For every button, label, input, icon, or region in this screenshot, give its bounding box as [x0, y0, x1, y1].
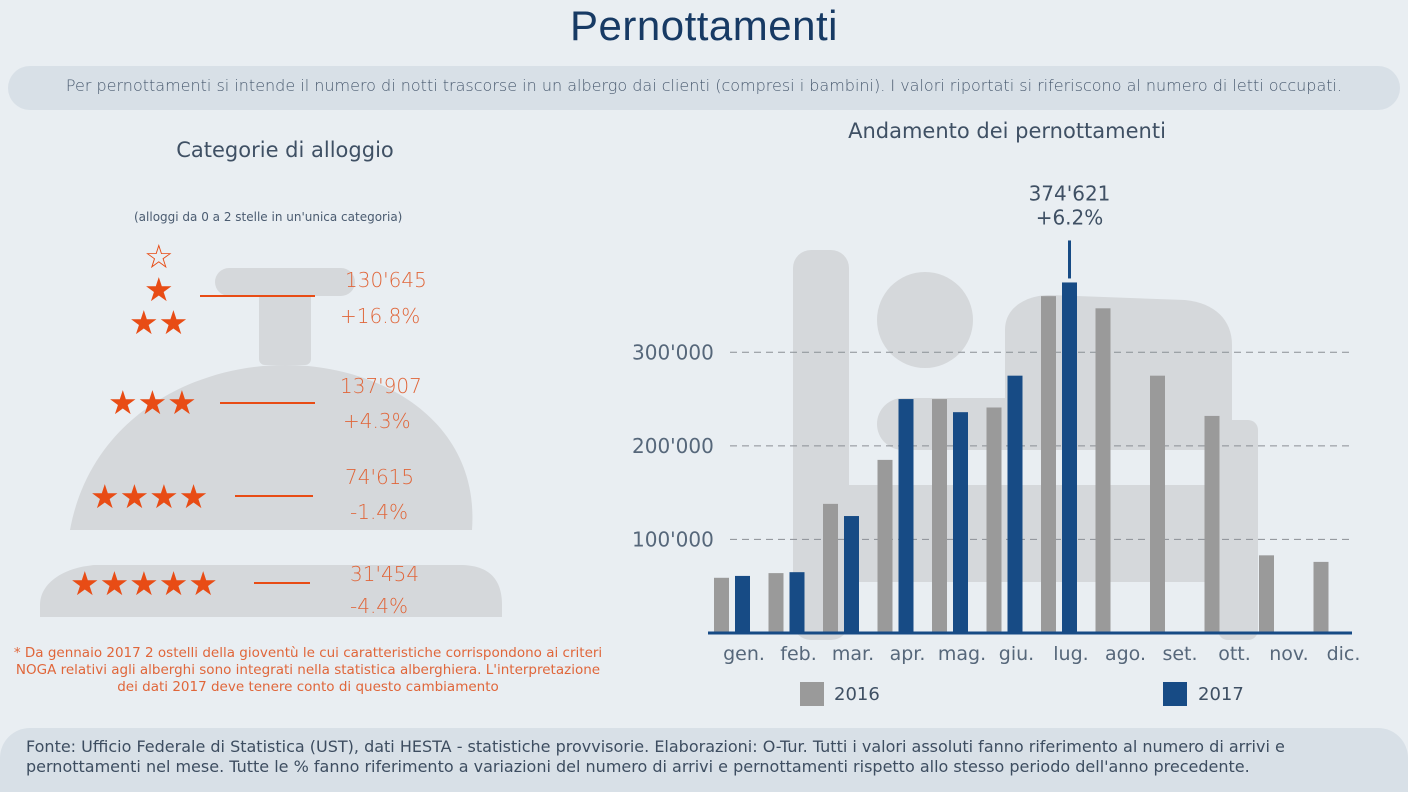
- bar-2017-lug: [1062, 282, 1077, 633]
- bar-2017-apr: [898, 399, 914, 633]
- bar-2016-dic: [1313, 561, 1329, 633]
- bar-2016-set: [1150, 375, 1165, 633]
- y-tick-label: 300'000: [632, 340, 714, 364]
- annotation-pct: +6.2%: [1036, 205, 1104, 229]
- x-tick-label: mag.: [938, 643, 986, 665]
- overnight-stays-chart: 100'000 200'000 300'000 gen. feb. mar. apr. mag…: [632, 119, 1361, 706]
- page-title: Pernottamenti: [570, 2, 838, 49]
- categories-title: Categorie di alloggio: [176, 138, 394, 162]
- bar-2016-ott: [1204, 415, 1220, 633]
- stars-0-2-icon: ☆ ★ ★★: [129, 237, 189, 342]
- bar-2016-lug: [1041, 296, 1056, 633]
- x-tick-label: nov.: [1269, 643, 1308, 665]
- x-tick-label: ago.: [1105, 643, 1146, 665]
- x-tick-label: lug.: [1053, 643, 1088, 665]
- category-line-2: [235, 495, 313, 497]
- x-tick-label: ott.: [1218, 643, 1251, 665]
- categories-note: (alloggi da 0 a 2 stelle in un'unica cat…: [134, 210, 403, 224]
- bar-2017-feb: [789, 572, 805, 633]
- x-tick-label: feb.: [780, 643, 816, 665]
- bar-2016-apr: [877, 459, 893, 633]
- chart-title: Andamento dei pernottamenti: [848, 119, 1166, 143]
- bar-2016-gen: [714, 577, 729, 633]
- x-tick-label: apr.: [890, 643, 926, 665]
- bar-2017-giu: [1007, 375, 1023, 633]
- y-tick-label: 200'000: [632, 434, 714, 458]
- x-tick-label: mar.: [832, 643, 874, 665]
- bar-2017-mar: [844, 516, 859, 633]
- category-value-3: 31'454: [350, 562, 420, 586]
- category-pct-3: -4.4%: [350, 594, 409, 618]
- bed-illustration: [793, 250, 1258, 640]
- x-tick-label: dic.: [1327, 643, 1361, 665]
- category-value-0: 130'645: [345, 268, 427, 292]
- y-tick-label: 100'000: [632, 527, 714, 551]
- legend-swatch-2016: [800, 682, 824, 706]
- service-bell-illustration: [40, 268, 502, 617]
- legend-label-2016: 2016: [834, 684, 880, 705]
- category-line-3: [254, 582, 310, 584]
- category-pct-2: -1.4%: [350, 500, 409, 524]
- footnote: * Da gennaio 2017 2 ostelli della gioven…: [13, 645, 603, 695]
- bar-2016-ago: [1095, 308, 1111, 633]
- category-value-2: 74'615: [345, 465, 415, 489]
- category-line-1: [220, 402, 315, 404]
- category-pct-0: +16.8%: [340, 304, 421, 328]
- stars-3-icon: ★★★: [108, 383, 197, 422]
- footer-band: [0, 728, 1408, 792]
- annotation-value: 374'621: [1029, 181, 1111, 205]
- bar-2016-nov: [1259, 555, 1274, 633]
- bar-2017-gen: [735, 575, 750, 633]
- legend-label-2017: 2017: [1198, 684, 1244, 705]
- legend-swatch-2017: [1163, 682, 1187, 706]
- intro-text: Per pernottamenti si intende il numero d…: [65, 76, 1343, 95]
- intro-banner: [8, 66, 1400, 110]
- bar-2016-mag: [932, 399, 947, 633]
- stars-4-icon: ★★★★: [90, 477, 209, 516]
- stars-5-icon: ★★★★★: [70, 564, 218, 603]
- bar-2016-mar: [823, 503, 838, 633]
- x-tick-label: gen.: [723, 643, 765, 665]
- bar-2017-mag: [953, 412, 968, 633]
- footer-source: Fonte: Ufficio Federale di Statistica (U…: [26, 737, 1285, 776]
- category-value-1: 137'907: [340, 374, 422, 398]
- x-tick-label: giu.: [999, 643, 1034, 665]
- x-tick-label: set.: [1162, 643, 1197, 665]
- category-pct-1: +4.3%: [343, 409, 411, 433]
- bar-2016-feb: [768, 573, 784, 633]
- bar-2016-giu: [986, 407, 1002, 633]
- category-line-0: [200, 295, 315, 297]
